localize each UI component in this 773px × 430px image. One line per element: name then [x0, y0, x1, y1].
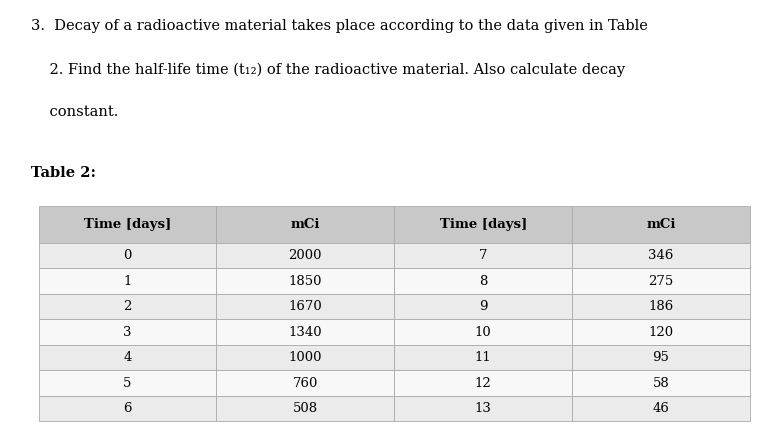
Text: 2. Find the half-life time (t₁₂) of the radioactive material. Also calculate dec: 2. Find the half-life time (t₁₂) of the … [31, 62, 625, 77]
Text: 3.  Decay of a radioactive material takes place according to the data given in T: 3. Decay of a radioactive material takes… [31, 19, 648, 34]
Text: Table 2:: Table 2: [31, 166, 96, 180]
Text: constant.: constant. [31, 105, 118, 120]
